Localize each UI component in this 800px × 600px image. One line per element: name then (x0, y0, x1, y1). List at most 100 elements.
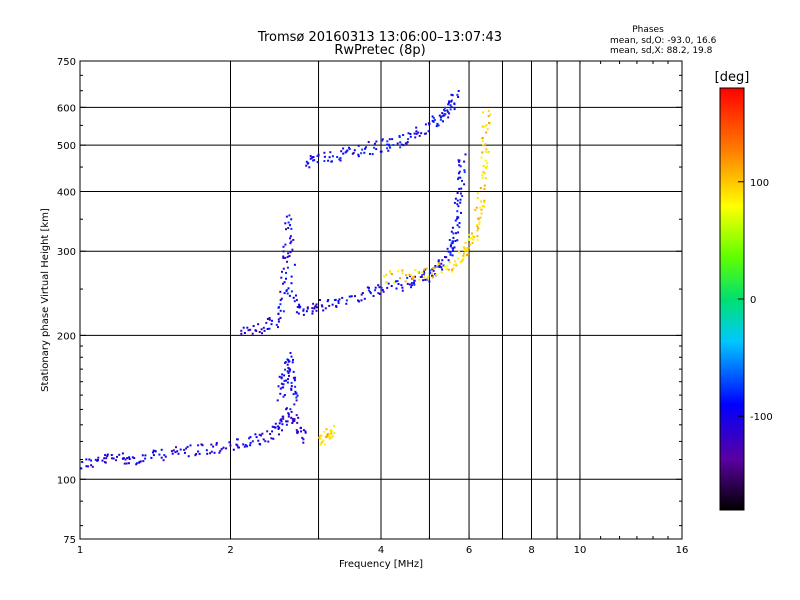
data-point (278, 433, 280, 436)
data-point (133, 457, 136, 460)
data-point (368, 286, 370, 289)
data-point (438, 264, 441, 267)
data-point (445, 268, 448, 270)
data-point (411, 277, 414, 280)
data-point (243, 332, 246, 334)
data-point (389, 270, 391, 273)
data-point (286, 292, 289, 295)
data-point (266, 318, 269, 320)
data-point (462, 254, 465, 257)
data-point (485, 124, 488, 127)
data-point (451, 94, 454, 97)
data-point (249, 441, 252, 444)
data-point (380, 286, 383, 289)
data-point (324, 307, 327, 310)
data-point (422, 279, 425, 282)
data-point (331, 160, 333, 163)
data-point (251, 332, 254, 335)
data-point (278, 375, 281, 378)
data-point (257, 323, 260, 326)
data-point (451, 270, 454, 273)
data-point (315, 309, 318, 312)
data-point (285, 289, 288, 292)
data-point (294, 385, 297, 388)
data-point (212, 445, 215, 448)
data-point (381, 138, 384, 141)
data-point (387, 149, 390, 152)
data-point (290, 410, 293, 413)
data-point (455, 232, 457, 235)
x-axis-ticks: 1 2 4 6 8 10 16 (77, 61, 688, 556)
data-point (283, 379, 286, 382)
data-point (353, 149, 356, 152)
data-point (437, 265, 440, 268)
data-point (236, 444, 239, 447)
data-point (280, 382, 283, 385)
data-point (455, 264, 458, 267)
data-point (277, 326, 279, 329)
data-point (405, 274, 407, 277)
data-point (452, 232, 455, 235)
data-point (97, 459, 99, 461)
data-point (282, 383, 285, 386)
data-point (282, 267, 285, 270)
data-point (302, 309, 305, 312)
data-point (290, 388, 293, 391)
data-point (463, 169, 466, 172)
data-point (194, 454, 197, 457)
data-point (328, 435, 331, 438)
data-point (457, 257, 460, 260)
data-point (450, 230, 453, 233)
data-point (290, 416, 293, 419)
data-point (144, 457, 147, 460)
data-point (252, 325, 255, 327)
data-point (88, 458, 91, 461)
data-point (295, 294, 297, 297)
data-point (322, 309, 325, 312)
data-point (264, 440, 267, 443)
data-point (305, 164, 308, 167)
data-point (299, 427, 302, 429)
data-point (266, 430, 269, 433)
y-tick-label: 600 (57, 103, 76, 114)
data-point (284, 361, 287, 364)
data-point (292, 296, 295, 299)
data-point (435, 125, 438, 128)
data-point (296, 432, 299, 435)
data-point (476, 197, 479, 199)
data-point (404, 142, 407, 145)
data-point (386, 140, 389, 143)
data-point (282, 250, 285, 253)
data-point (402, 134, 405, 136)
data-point (396, 142, 399, 145)
data-point (363, 151, 366, 154)
data-point (325, 434, 328, 437)
data-point (449, 253, 452, 256)
data-point (451, 268, 453, 271)
data-point (175, 446, 177, 449)
data-point (427, 130, 430, 133)
data-point (295, 414, 298, 417)
data-point (311, 307, 314, 310)
data-point (458, 170, 461, 173)
data-point (371, 153, 374, 156)
data-point (293, 263, 296, 266)
data-point (262, 326, 265, 329)
data-point (457, 90, 460, 92)
data-point (458, 226, 461, 229)
data-point (323, 155, 326, 158)
data-point (240, 332, 243, 335)
data-point (451, 242, 454, 244)
data-point (432, 276, 434, 279)
data-point (323, 443, 326, 446)
data-point (453, 103, 456, 106)
data-point (407, 132, 410, 135)
data-point (337, 302, 340, 304)
data-point (287, 359, 290, 361)
data-point (122, 457, 125, 460)
data-point (290, 275, 293, 278)
data-point (282, 395, 285, 398)
data-point (284, 256, 287, 259)
data-point (285, 423, 288, 426)
data-point (160, 456, 163, 459)
